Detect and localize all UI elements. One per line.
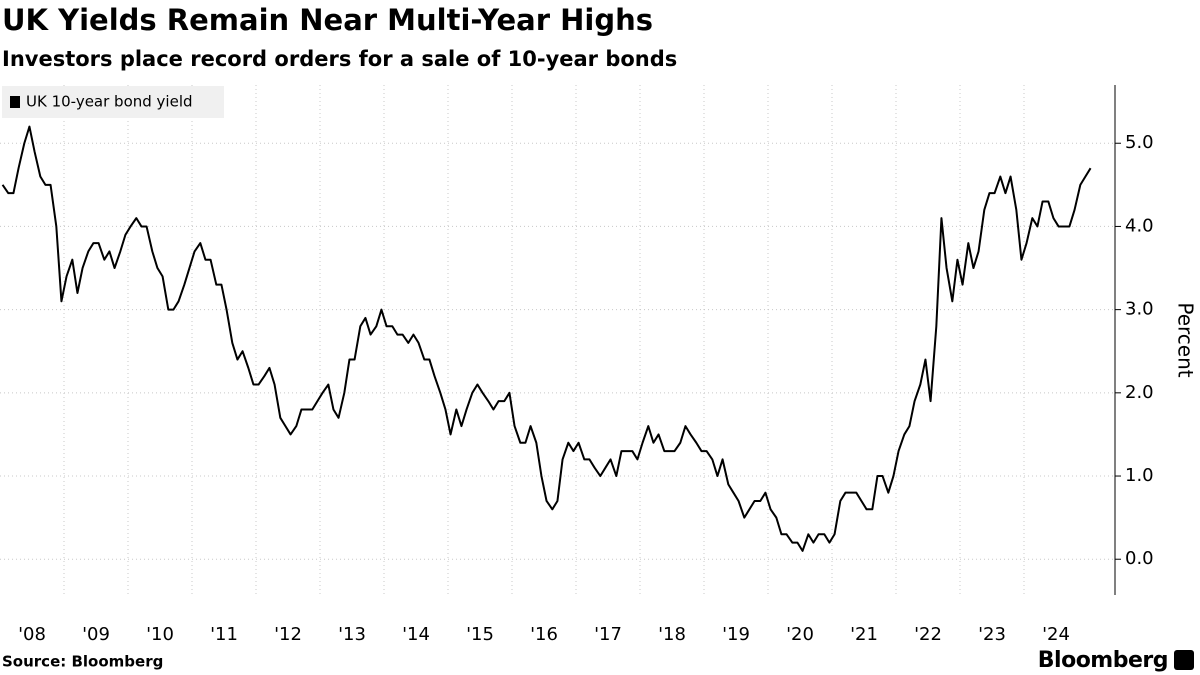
line-series	[1, 125, 1092, 552]
source: Source: Bloomberg	[2, 653, 163, 671]
y-tick-label: 3.0	[1125, 299, 1154, 320]
y-tick-label: 0.0	[1125, 548, 1154, 569]
x-tick-label: '15	[466, 624, 494, 645]
legend-swatch	[10, 96, 20, 108]
y-tick-label: 1.0	[1125, 465, 1154, 486]
x-tick-label: '17	[594, 624, 622, 645]
x-tick-label: '24	[1042, 624, 1070, 645]
x-tick-label: '11	[210, 624, 238, 645]
legend-label: UK 10-year bond yield	[26, 93, 193, 111]
x-tick-label: '18	[658, 624, 686, 645]
x-tick-label: '19	[722, 624, 750, 645]
y-tick-label: 4.0	[1125, 215, 1154, 236]
chart-subtitle: Investors place record orders for a sale…	[2, 47, 677, 71]
axes: 0.0 1.0 2.0 3.0 4.0 5.0 '08 '09 '10 '11 '12 '13 '14 '…	[18, 85, 1154, 645]
y-tick-label: 5.0	[1125, 132, 1154, 153]
chart-title: UK Yields Remain Near Multi-Year Highs	[2, 3, 653, 37]
plot-area	[1, 125, 1092, 552]
y-tick-label: 2.0	[1125, 382, 1154, 403]
x-tick-label: '08	[18, 624, 46, 645]
x-tick-label: '09	[82, 624, 110, 645]
x-tick-label: '16	[530, 624, 558, 645]
x-tick-label: '13	[338, 624, 366, 645]
x-tick-label: '10	[146, 624, 174, 645]
x-tick-label: '14	[402, 624, 430, 645]
brand-logo: Bloomberg	[1038, 648, 1168, 673]
x-tick-label: '21	[850, 624, 878, 645]
y-axis-label: Percent	[1174, 302, 1198, 377]
brand-icon	[1174, 650, 1194, 670]
x-tick-label: '22	[914, 624, 942, 645]
x-tick-label: '20	[786, 624, 814, 645]
legend-box	[2, 86, 224, 118]
x-tick-label: '23	[978, 624, 1006, 645]
grid	[0, 85, 1115, 595]
x-tick-label: '12	[274, 624, 302, 645]
